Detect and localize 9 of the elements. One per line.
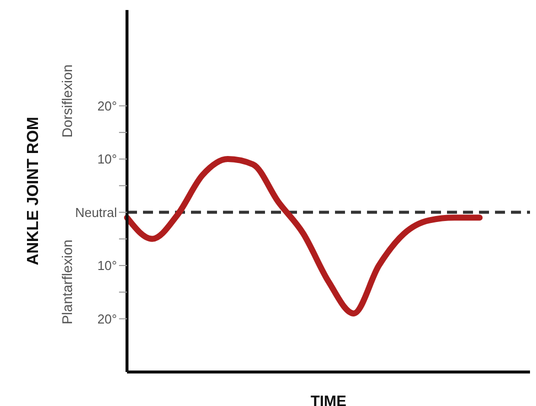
y-tick-label: Neutral xyxy=(75,204,118,220)
y-axis-title: ANKLE JOINT ROM xyxy=(25,116,43,266)
y-tick-label: 20° xyxy=(97,98,117,114)
x-axis-title: TIME xyxy=(310,393,346,406)
y-tick-label: 10° xyxy=(97,258,117,274)
y-tick-label: 10° xyxy=(97,152,117,167)
text: Plantarflexion xyxy=(59,239,75,324)
y-tick-label: 20° xyxy=(97,311,117,326)
text: Dorsiflexion xyxy=(59,64,75,138)
